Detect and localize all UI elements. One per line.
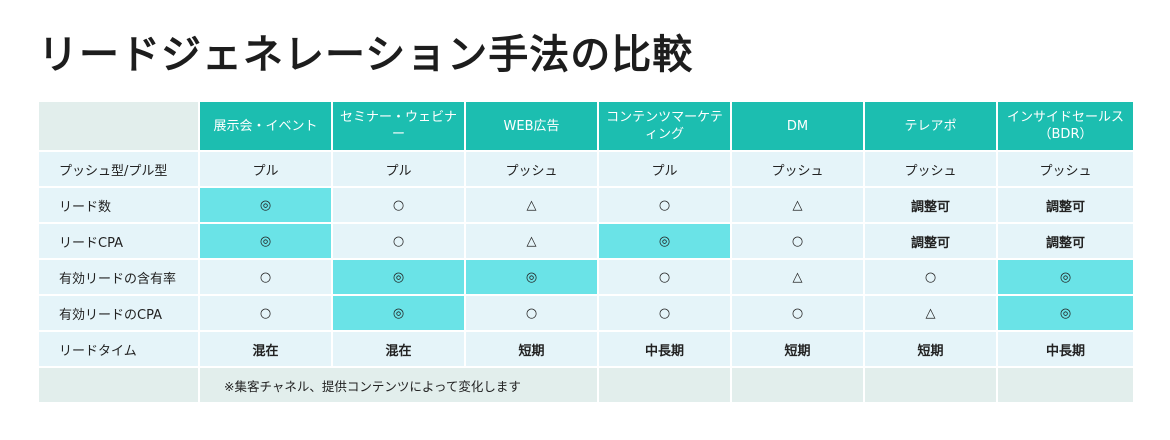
column-header: WEB広告: [464, 100, 599, 152]
table-row: 有効リードのCPA ○ ◎ ○ ○ ○ △ ◎: [37, 294, 1135, 332]
table-cell: ◎: [331, 258, 466, 296]
table-cell: △: [730, 258, 865, 296]
row-label: リード数: [37, 186, 200, 224]
comparison-table: 展示会・イベント セミナー・ウェビナー WEB広告 コンテンツマーケティング D…: [37, 100, 1135, 404]
table-cell: ○: [198, 258, 333, 296]
table-cell: プル: [198, 150, 333, 188]
table-cell: ○: [198, 294, 333, 332]
table-cell: プッシュ: [863, 150, 998, 188]
corner-cell: [37, 100, 200, 152]
table-cell: ○: [464, 294, 599, 332]
table-row: リードタイム 混在 混在 短期 中長期 短期 短期 中長期: [37, 330, 1135, 368]
footer-cell: [863, 366, 998, 404]
table-row: 有効リードの含有率 ○ ◎ ◎ ○ △ ○ ◎: [37, 258, 1135, 296]
column-header: セミナー・ウェビナー: [331, 100, 466, 152]
row-label: リードCPA: [37, 222, 200, 260]
table-cell: ○: [863, 258, 998, 296]
table-cell: ○: [730, 222, 865, 260]
table-cell: △: [730, 186, 865, 224]
table-cell: 調整可: [863, 222, 998, 260]
table-cell: 調整可: [996, 186, 1135, 224]
row-label: リードタイム: [37, 330, 200, 368]
table-cell: ○: [730, 294, 865, 332]
table-cell: ◎: [464, 258, 599, 296]
column-header: コンテンツマーケティング: [597, 100, 732, 152]
header-row: 展示会・イベント セミナー・ウェビナー WEB広告 コンテンツマーケティング D…: [37, 100, 1135, 152]
table-cell: 短期: [730, 330, 865, 368]
table-cell: ○: [597, 294, 732, 332]
table-cell: △: [863, 294, 998, 332]
table-cell: ○: [331, 186, 466, 224]
table-cell: 中長期: [597, 330, 732, 368]
table-cell: ◎: [198, 222, 333, 260]
table-cell: ◎: [198, 186, 333, 224]
table-cell: ◎: [996, 294, 1135, 332]
table-cell: ○: [597, 186, 732, 224]
table-cell: 中長期: [996, 330, 1135, 368]
table-cell: プッシュ: [730, 150, 865, 188]
table-cell: 混在: [198, 330, 333, 368]
table-cell: プッシュ: [464, 150, 599, 188]
footer-cell: [597, 366, 732, 404]
table-cell: 混在: [331, 330, 466, 368]
table-cell: プッシュ: [996, 150, 1135, 188]
table-cell: 短期: [863, 330, 998, 368]
table-cell: ◎: [597, 222, 732, 260]
row-label: プッシュ型/プル型: [37, 150, 200, 188]
column-header: テレアポ: [863, 100, 998, 152]
footer-cell: [37, 366, 200, 404]
table-cell: 調整可: [996, 222, 1135, 260]
footnote: ※集客チャネル、提供コンテンツによって変化します: [198, 366, 599, 404]
row-label: 有効リードのCPA: [37, 294, 200, 332]
column-header: DM: [730, 100, 865, 152]
table-cell: △: [464, 222, 599, 260]
table-cell: ○: [331, 222, 466, 260]
table-row: リード数 ◎ ○ △ ○ △ 調整可 調整可: [37, 186, 1135, 224]
table-cell: 短期: [464, 330, 599, 368]
table-cell: ◎: [996, 258, 1135, 296]
row-label: 有効リードの含有率: [37, 258, 200, 296]
table-cell: 調整可: [863, 186, 998, 224]
page-title: リードジェネレーション手法の比較: [38, 32, 694, 78]
table-cell: ◎: [331, 294, 466, 332]
footer-cell: [730, 366, 865, 404]
table-cell: △: [464, 186, 599, 224]
column-header: インサイドセールス（BDR）: [996, 100, 1135, 152]
table-row: リードCPA ◎ ○ △ ◎ ○ 調整可 調整可: [37, 222, 1135, 260]
table-row: プッシュ型/プル型 プル プル プッシュ プル プッシュ プッシュ プッシュ: [37, 150, 1135, 188]
table-cell: ○: [597, 258, 732, 296]
footnote-row: ※集客チャネル、提供コンテンツによって変化します: [37, 366, 1135, 404]
footer-cell: [996, 366, 1135, 404]
table-cell: プル: [331, 150, 466, 188]
table-cell: プル: [597, 150, 732, 188]
column-header: 展示会・イベント: [198, 100, 333, 152]
